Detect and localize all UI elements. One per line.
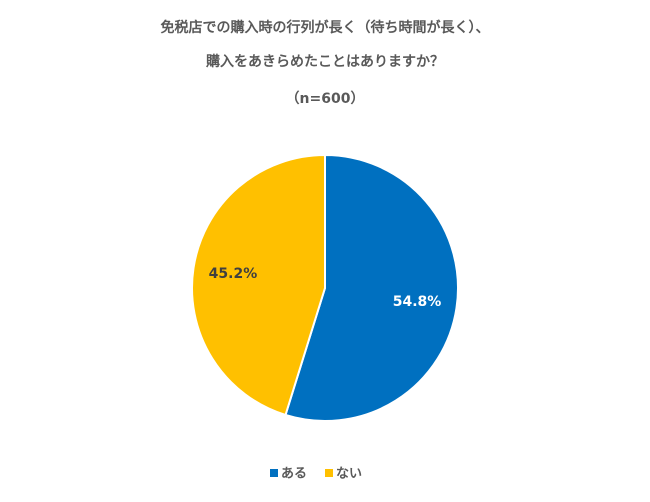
data-label: 45.2% (209, 266, 258, 282)
chart-subtitle: （n=600） (286, 91, 365, 107)
legend-label: ない (336, 467, 362, 482)
legend-swatch (325, 469, 333, 477)
chart-title: 免税店での購入時の行列が長く（待ち時間が長く）、 (161, 19, 490, 36)
data-label: 54.8% (393, 294, 442, 310)
pie-slice (284, 153, 459, 422)
pie-slice (191, 153, 326, 417)
legend-label: ある (281, 467, 307, 482)
chart-title: 購入をあきらめたことはありますか？ (205, 53, 444, 70)
legend-swatch (270, 469, 278, 477)
